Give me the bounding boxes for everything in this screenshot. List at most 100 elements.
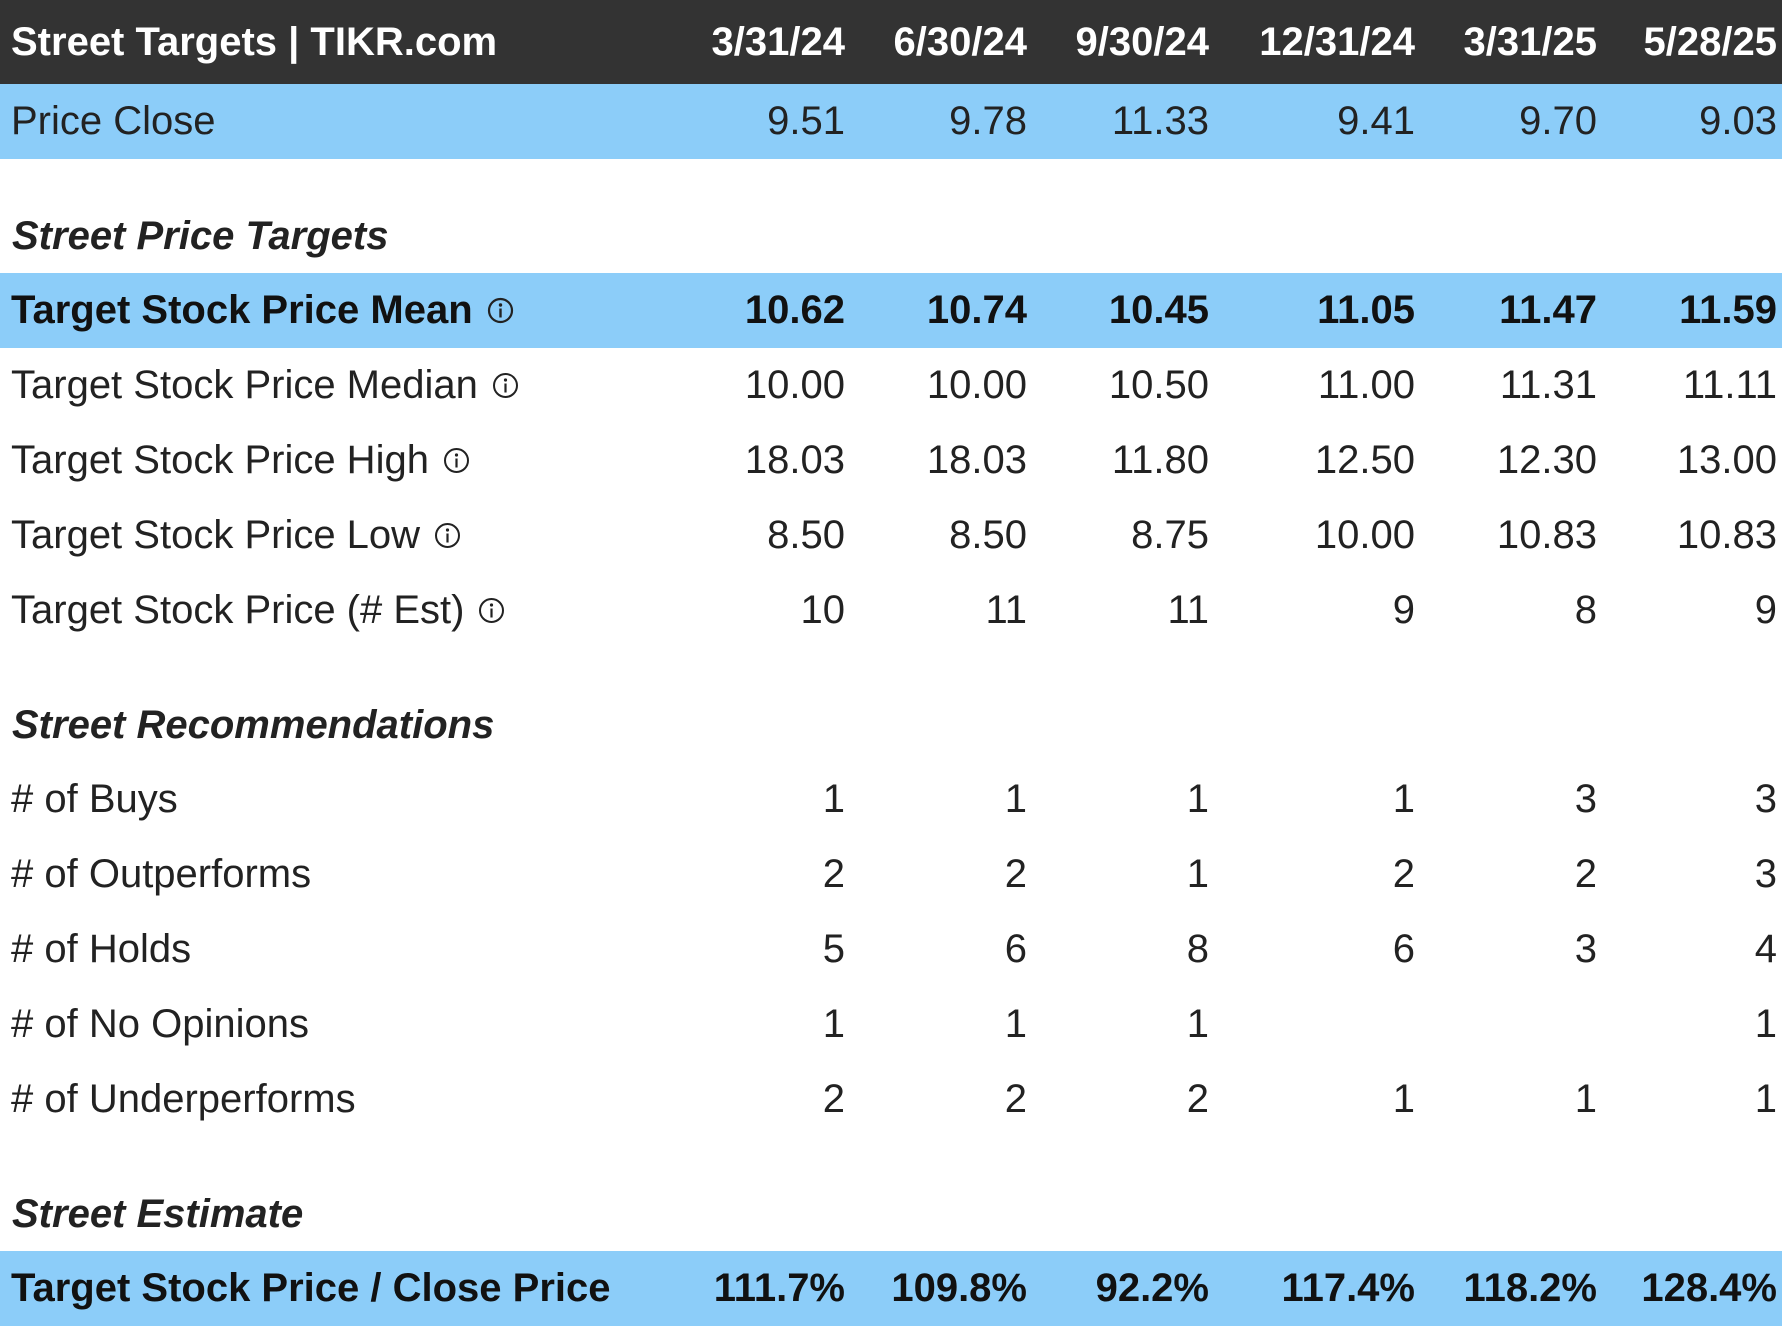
row-label: Target Stock Price High bbox=[0, 438, 680, 483]
table-cell: 1 bbox=[1186, 1002, 1209, 1046]
table-cell: 18.03 bbox=[926, 438, 1027, 482]
table-cell: 10.50 bbox=[1108, 363, 1209, 407]
table-cell: 9.78 bbox=[949, 99, 1027, 143]
section-title-price-targets: Street Price Targets bbox=[12, 213, 389, 258]
table-cell: 6 bbox=[1004, 927, 1027, 971]
column-header: 5/28/25 bbox=[1643, 19, 1777, 64]
table-cell: 10.62 bbox=[744, 288, 845, 332]
row-label: # of Holds bbox=[11, 927, 192, 971]
row-label: # of Buys bbox=[11, 777, 178, 821]
row-label: Target Stock Price (# Est) bbox=[0, 588, 680, 633]
table-cell: 3 bbox=[1754, 777, 1777, 821]
row-label: # of No Opinions bbox=[11, 1002, 309, 1046]
target-mean-row: Target Stock Price Mean 10.62 10.74 10.4… bbox=[0, 273, 1782, 348]
row-label-text: Target Stock Price Median bbox=[11, 363, 478, 407]
column-header: 6/30/24 bbox=[893, 19, 1027, 64]
table-cell: 10.00 bbox=[926, 363, 1027, 407]
table-cell: 10.83 bbox=[1496, 513, 1597, 557]
table-cell: 8 bbox=[1574, 588, 1597, 632]
table-cell: 3 bbox=[1754, 852, 1777, 896]
row-label-text: Target Stock Price Low bbox=[11, 513, 421, 557]
table-cell: 13.00 bbox=[1676, 438, 1777, 482]
target-est-count-row: Target Stock Price (# Est) 10 11 11 9 8 … bbox=[0, 573, 1782, 648]
table-cell: 6 bbox=[1392, 927, 1415, 971]
underperforms-row: # of Underperforms 2 2 2 1 1 1 bbox=[0, 1062, 1782, 1137]
table-cell: 12.50 bbox=[1314, 438, 1415, 482]
table-cell: 9.51 bbox=[767, 99, 845, 143]
row-label: # of Underperforms bbox=[11, 1077, 356, 1121]
section-title-estimate: Street Estimate bbox=[12, 1191, 304, 1236]
table-cell: 118.2% bbox=[1463, 1266, 1597, 1310]
table-cell: 2 bbox=[1186, 1077, 1209, 1121]
table-cell: 1 bbox=[1574, 1077, 1597, 1121]
table-cell: 11.00 bbox=[1317, 363, 1415, 407]
table-cell: 2 bbox=[822, 852, 845, 896]
table-cell: 111.7% bbox=[713, 1266, 845, 1310]
table-cell: 10 bbox=[800, 588, 846, 632]
target-high-row: Target Stock Price High 18.03 18.03 11.8… bbox=[0, 423, 1782, 498]
table-cell: 1 bbox=[1004, 1002, 1027, 1046]
target-low-row: Target Stock Price Low 8.50 8.50 8.75 10… bbox=[0, 498, 1782, 573]
table-cell: 1 bbox=[822, 1002, 845, 1046]
info-icon[interactable] bbox=[478, 597, 505, 624]
row-label: # of Outperforms bbox=[11, 852, 312, 896]
table-cell: 5 bbox=[822, 927, 845, 971]
price-close-row: Price Close 9.51 9.78 11.33 9.41 9.70 9.… bbox=[0, 84, 1782, 159]
table-cell: 4 bbox=[1754, 927, 1777, 971]
table-cell: 9.03 bbox=[1699, 99, 1777, 143]
table-cell: 1 bbox=[1392, 777, 1415, 821]
column-header: 12/31/24 bbox=[1259, 19, 1415, 64]
table-cell: 1 bbox=[1004, 777, 1027, 821]
table-cell: 9 bbox=[1392, 588, 1415, 632]
table-cell: 10.74 bbox=[926, 288, 1027, 332]
table-cell: 11.47 bbox=[1499, 288, 1597, 332]
table-cell: 128.4% bbox=[1641, 1266, 1777, 1310]
row-label-text: Target Stock Price High bbox=[11, 438, 429, 482]
table-cell: 2 bbox=[1392, 852, 1415, 896]
row-label: Target Stock Price Low bbox=[0, 513, 680, 558]
row-label: Target Stock Price / Close Price bbox=[11, 1266, 611, 1310]
info-icon[interactable] bbox=[492, 372, 519, 399]
target-close-ratio-row: Target Stock Price / Close Price 111.7% … bbox=[0, 1251, 1782, 1326]
target-median-row: Target Stock Price Median 10.00 10.00 10… bbox=[0, 348, 1782, 423]
table-cell: 10.00 bbox=[744, 363, 845, 407]
table-cell: 3 bbox=[1574, 777, 1597, 821]
table-cell: 9.41 bbox=[1337, 99, 1415, 143]
column-header: 3/31/25 bbox=[1463, 19, 1597, 64]
table-cell: 12.30 bbox=[1496, 438, 1597, 482]
table-cell: 9 bbox=[1754, 588, 1777, 632]
table-cell: 1 bbox=[822, 777, 845, 821]
table-cell: 2 bbox=[1004, 852, 1027, 896]
table-cell: 11.31 bbox=[1499, 363, 1597, 407]
column-header: 9/30/24 bbox=[1075, 19, 1209, 64]
table-cell: 11.11 bbox=[1682, 363, 1777, 407]
row-label-text: Target Stock Price (# Est) bbox=[11, 588, 465, 632]
table-cell: 1 bbox=[1392, 1077, 1415, 1121]
table-cell: 2 bbox=[822, 1077, 845, 1121]
table-title: Street Targets | TIKR.com bbox=[11, 19, 498, 64]
table-cell: 3 bbox=[1574, 927, 1597, 971]
table-cell: 11.33 bbox=[1111, 99, 1209, 143]
outperforms-row: # of Outperforms 2 2 1 2 2 3 bbox=[0, 837, 1782, 912]
buys-row: # of Buys 1 1 1 1 3 3 bbox=[0, 762, 1782, 837]
info-icon[interactable] bbox=[487, 297, 514, 324]
table-cell: 10.00 bbox=[1314, 513, 1415, 557]
info-icon[interactable] bbox=[443, 447, 470, 474]
info-icon[interactable] bbox=[434, 522, 461, 549]
table-cell: 8.50 bbox=[767, 513, 845, 557]
table-cell: 11.80 bbox=[1111, 438, 1209, 482]
holds-row: # of Holds 5 6 8 6 3 4 bbox=[0, 912, 1782, 987]
table-cell: 117.4% bbox=[1281, 1266, 1415, 1310]
table-cell: 1 bbox=[1754, 1002, 1777, 1046]
table-header: Street Targets | TIKR.com 3/31/24 6/30/2… bbox=[0, 0, 1782, 84]
row-label: Price Close bbox=[11, 99, 216, 143]
table-cell: 8.50 bbox=[949, 513, 1027, 557]
table-cell: 11.05 bbox=[1317, 288, 1415, 332]
table-cell: 10.83 bbox=[1676, 513, 1777, 557]
table-cell: 2 bbox=[1004, 1077, 1027, 1121]
row-label: Target Stock Price Mean bbox=[0, 288, 680, 333]
table-cell: 1 bbox=[1754, 1077, 1777, 1121]
table-cell: 11.59 bbox=[1679, 288, 1777, 332]
table-cell: 11 bbox=[985, 588, 1027, 632]
